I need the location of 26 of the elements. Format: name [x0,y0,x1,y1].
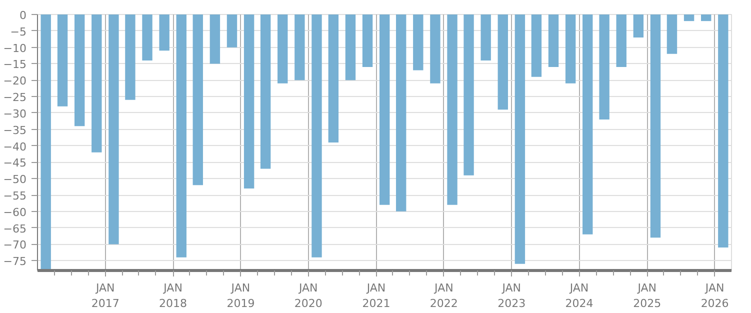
x-tick-label: JAN 2026 [700,282,729,310]
y-tick-label: −75 [3,255,27,268]
x-tick-label: JAN 2023 [498,282,526,310]
y-tick-label: −60 [3,206,27,219]
y-tick-label: −20 [3,74,27,88]
y-tick-label: −40 [3,140,27,154]
y-tick-label: −5 [10,25,27,38]
y-tick-label: 0 [20,9,26,22]
y-tick-label: −70 [3,238,27,252]
y-tick-label: −35 [3,124,27,137]
y-tick-label: −45 [3,156,27,170]
y-tick-label: −65 [3,222,27,236]
x-tick-label: JAN 2022 [430,282,458,310]
y-tick-label: −30 [3,107,27,120]
y-tick-label: −25 [3,91,27,104]
x-tick-label: JAN 2020 [294,282,322,310]
x-tick-label: JAN 2024 [565,282,594,310]
x-tick-label: JAN 2018 [159,282,188,310]
y-tick-label: −15 [3,58,27,72]
x-tick-label: JAN 2019 [226,282,255,310]
y-tick-label: −50 [3,173,27,186]
x-tick-label: JAN 2021 [362,282,390,310]
y-tick-label: −55 [3,190,27,203]
x-tick-label: JAN 2025 [633,282,662,310]
x-tick-label: JAN 2017 [91,282,120,310]
y-tick-label: −10 [3,42,27,55]
